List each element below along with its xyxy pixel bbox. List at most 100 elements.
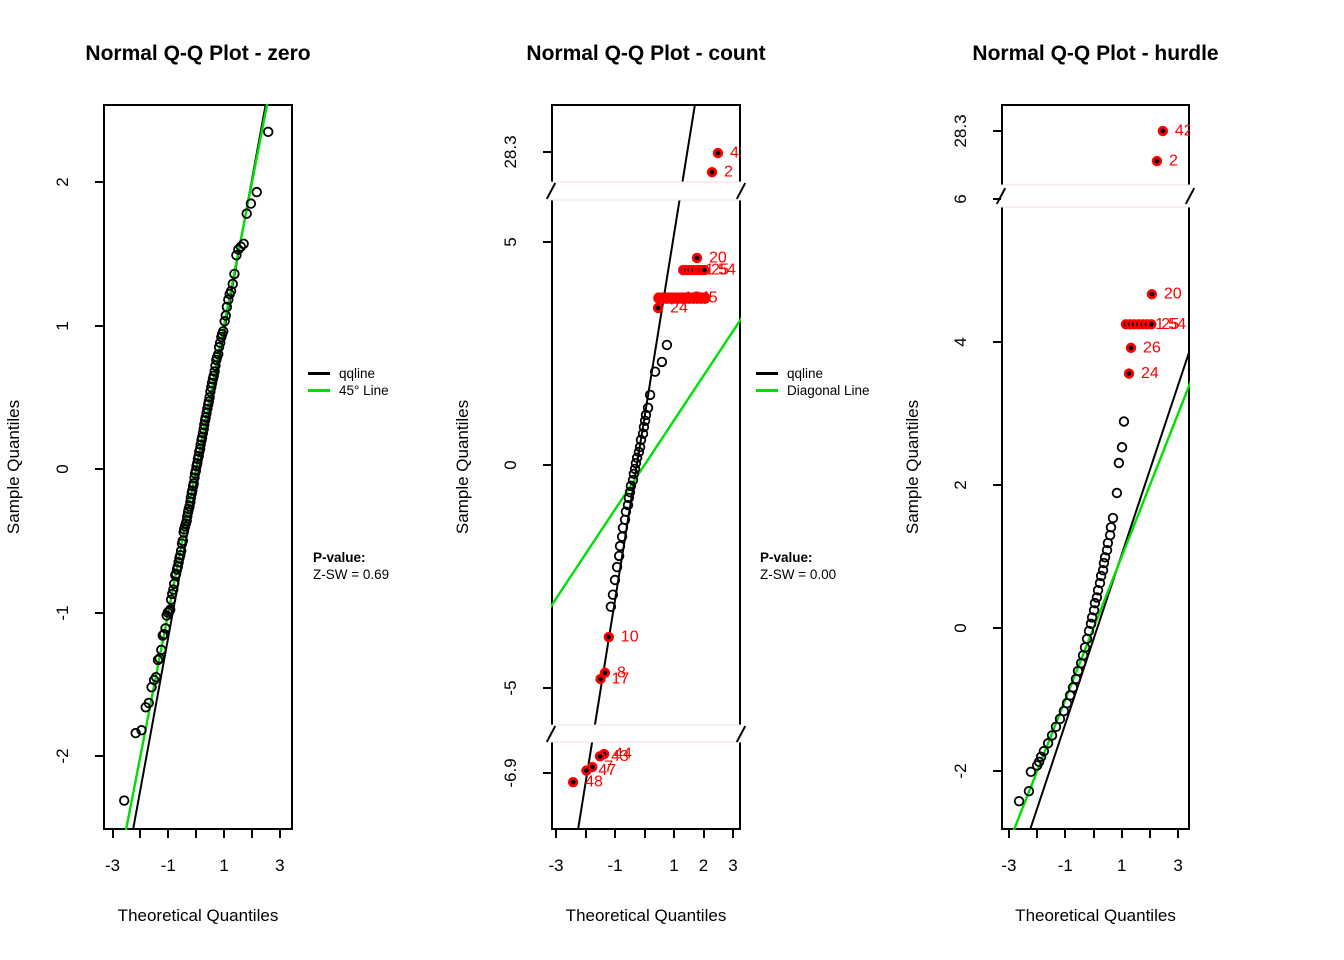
y-axis-tick <box>993 484 1001 487</box>
p-value-annotation: P-value: Z-SW = 0.00 <box>760 549 836 583</box>
x-tick-label: 1 <box>1116 856 1127 875</box>
y-tick-label: 2 <box>951 480 970 490</box>
x-tick-label: -3 <box>548 856 564 875</box>
svg-text:48: 48 <box>585 774 603 791</box>
x-axis-tick <box>1007 830 1010 838</box>
x-tick-label: 3 <box>728 856 738 875</box>
legend-line-swatch <box>308 389 330 392</box>
svg-text:20: 20 <box>1164 286 1182 303</box>
y-axis-tick <box>543 151 551 154</box>
x-tick-label: 1 <box>219 856 229 875</box>
svg-text:12: 12 <box>684 290 702 307</box>
svg-text:7: 7 <box>604 759 613 776</box>
x-axis-label: Theoretical Quantiles <box>1015 906 1176 925</box>
x-axis-tick <box>223 830 226 838</box>
x-axis-tick <box>732 830 734 838</box>
y-axis-tick <box>993 129 1001 132</box>
x-axis-tick <box>673 830 675 838</box>
y-tick-label: 4 <box>951 337 970 347</box>
x-axis-tick <box>111 830 114 838</box>
y-tick-label: -2 <box>951 763 970 779</box>
legend-label: 45° Line <box>339 383 389 398</box>
y-axis-tick <box>543 463 551 466</box>
svg-text:25: 25 <box>1161 316 1179 333</box>
x-axis-tick <box>251 830 253 838</box>
x-tick-label: -1 <box>1057 856 1073 875</box>
x-tick-label: 1 <box>669 856 679 875</box>
y-axis-tick <box>993 627 1001 630</box>
y-tick-label: 0 <box>53 464 72 474</box>
legend-label: qqline <box>787 366 824 381</box>
y-axis-label: Sample Quantiles <box>4 399 23 535</box>
x-axis-tick <box>1120 830 1123 838</box>
panel-title: Normal Q-Q Plot - hurdle <box>972 42 1219 65</box>
x-axis-tick <box>278 830 281 838</box>
legend-line-swatch <box>756 372 778 375</box>
x-axis-tick <box>1148 830 1151 838</box>
svg-text:10: 10 <box>621 629 639 646</box>
x-tick-label: 2 <box>698 856 709 875</box>
y-axis-tick <box>543 686 551 689</box>
y-tick-label: 28.3 <box>951 114 970 148</box>
x-axis-tick <box>1036 830 1039 838</box>
y-tick-label: 0 <box>951 623 970 633</box>
x-axis-tick <box>1092 830 1095 838</box>
y-tick-label: -1 <box>53 605 72 621</box>
legend-label: qqline <box>339 366 376 381</box>
svg-text:34: 34 <box>692 290 710 307</box>
y-axis-label: Sample Quantiles <box>453 399 472 535</box>
y-axis-tick <box>543 772 551 775</box>
x-axis-tick <box>1064 830 1067 838</box>
legend-label: Diagonal Line <box>787 383 870 398</box>
svg-text:20: 20 <box>709 249 727 266</box>
svg-text:44: 44 <box>614 746 632 763</box>
y-axis-tick <box>95 468 103 471</box>
y-axis-tick <box>993 198 1001 201</box>
y-axis-tick <box>95 181 103 184</box>
svg-text:2: 2 <box>1169 153 1178 170</box>
y-tick-label: 6 <box>951 194 970 204</box>
legend-entry: qqline <box>756 365 870 382</box>
p-value-text: Z-SW = 0.00 <box>760 567 837 582</box>
panel-title: Normal Q-Q Plot - count <box>526 42 766 65</box>
svg-text:2: 2 <box>724 164 733 181</box>
svg-text:26: 26 <box>1143 339 1161 356</box>
svg-text:24: 24 <box>670 299 688 316</box>
svg-text:25: 25 <box>711 262 729 279</box>
svg-text:42: 42 <box>730 145 741 162</box>
legend-entry: qqline <box>308 365 389 382</box>
y-tick-label: 2 <box>53 177 72 187</box>
y-tick-label: 28.3 <box>501 135 520 169</box>
legend-line-swatch <box>308 372 330 375</box>
legend-line-swatch <box>756 389 778 392</box>
y-tick-label: -6.9 <box>501 758 520 788</box>
y-axis-tick <box>95 324 103 327</box>
x-axis-tick <box>584 830 587 838</box>
y-tick-label: -2 <box>53 748 72 764</box>
y-axis-tick <box>543 240 551 243</box>
x-axis-tick <box>139 830 142 838</box>
panel-title: Normal Q-Q Plot - zero <box>85 42 311 65</box>
svg-text:1: 1 <box>705 262 714 279</box>
x-axis-label: Theoretical Quantiles <box>117 906 279 925</box>
x-axis-tick <box>702 830 705 838</box>
p-value-text: Z-SW = 0.69 <box>313 567 390 582</box>
x-tick-label: -3 <box>104 856 121 875</box>
x-axis-tick <box>1177 830 1180 838</box>
x-axis-tick <box>195 830 198 838</box>
x-axis-tick <box>614 830 616 838</box>
y-axis-label: Sample Quantiles <box>903 399 922 535</box>
p-value-title: P-value: <box>760 550 813 565</box>
y-axis-tick <box>95 611 103 614</box>
y-tick-label: -5 <box>501 680 520 696</box>
y-tick-label: 1 <box>53 320 72 331</box>
legend-entry: 45° Line <box>308 382 389 399</box>
svg-text:45: 45 <box>700 290 718 307</box>
plot-area-zero <box>103 104 293 830</box>
svg-text:8: 8 <box>617 664 626 681</box>
svg-text:42: 42 <box>1175 122 1190 139</box>
y-tick-label: 5 <box>501 237 520 247</box>
x-tick-label: 3 <box>275 856 285 875</box>
